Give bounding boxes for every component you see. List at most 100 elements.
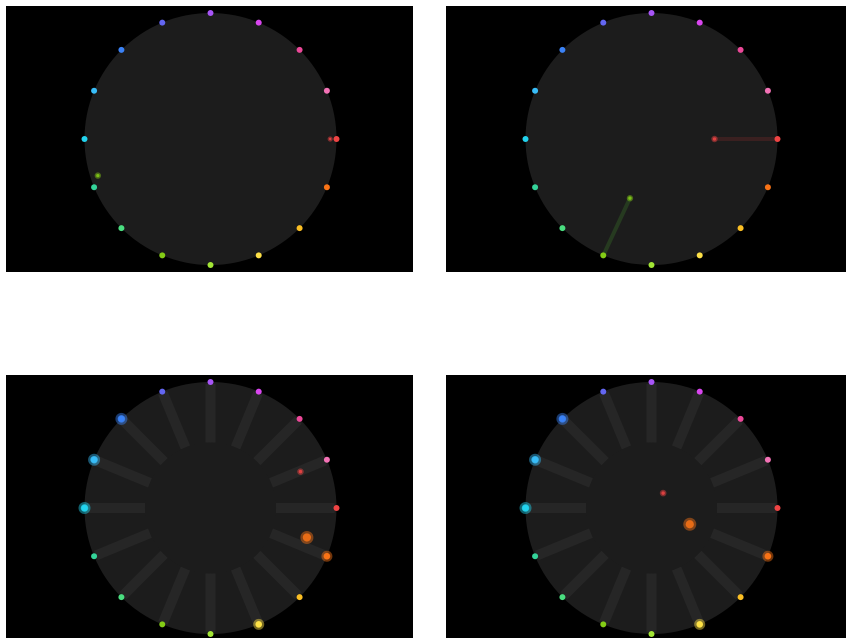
spoke: [269, 528, 328, 561]
spoke: [694, 416, 743, 466]
spoke: [671, 391, 704, 450]
spoke: [93, 455, 152, 488]
ring-node: [323, 87, 330, 94]
ring-node: [600, 19, 607, 26]
particle: [255, 621, 263, 628]
ring-node: [91, 87, 98, 94]
ring-node: [648, 262, 655, 268]
ring-node: [737, 225, 744, 232]
particle: [80, 504, 89, 512]
ring-node: [159, 252, 166, 259]
ring-node: [207, 379, 214, 385]
visualization-panel-2: [446, 6, 846, 272]
ring-node: [91, 553, 98, 560]
particle: [117, 415, 126, 423]
ring-node: [159, 19, 166, 26]
spoke: [158, 391, 191, 450]
ring-node: [159, 388, 166, 395]
spoke: [560, 550, 609, 600]
ring-node: [559, 225, 566, 232]
spoke: [230, 391, 263, 450]
particle: [764, 552, 772, 560]
hub: [144, 442, 277, 574]
spoke: [534, 455, 593, 488]
hub: [585, 442, 718, 574]
spoke: [710, 455, 769, 488]
particle: [521, 504, 530, 512]
ring-node: [333, 505, 340, 511]
visualization-panel-1: [6, 6, 413, 272]
ring-disc: [525, 13, 778, 265]
ring-node: [296, 46, 303, 53]
spoke: [694, 550, 743, 600]
ring-node: [296, 225, 303, 232]
ring-node: [207, 262, 214, 268]
ring-node: [737, 46, 744, 53]
ring-canvas-3: [78, 379, 340, 637]
ring-node: [696, 19, 703, 26]
ring-node: [737, 594, 744, 601]
spoke: [269, 455, 328, 488]
ring-node: [532, 553, 539, 560]
ring-canvas-4: [519, 379, 781, 637]
particle: [558, 415, 567, 423]
ring-node: [296, 594, 303, 601]
spoke: [93, 528, 152, 561]
ring-node: [333, 136, 340, 142]
particle: [628, 196, 632, 200]
spoke: [253, 550, 302, 600]
particle: [90, 456, 98, 464]
ring-node: [764, 456, 771, 463]
spoke: [230, 566, 263, 625]
ring-node: [600, 388, 607, 395]
particle: [661, 491, 665, 495]
ring-node: [774, 136, 781, 142]
particle: [298, 469, 303, 474]
particle: [712, 137, 717, 141]
particle: [696, 621, 704, 628]
ring-node: [532, 184, 539, 191]
spoke: [253, 416, 302, 466]
ring-node: [696, 252, 703, 259]
ring-node: [532, 87, 539, 94]
spoke: [534, 528, 593, 561]
spoke: [119, 416, 168, 466]
particle: [329, 137, 332, 141]
ring-node: [81, 136, 88, 142]
ring-node: [323, 184, 330, 191]
ring-node: [118, 225, 125, 232]
spoke: [710, 528, 769, 561]
ring-node: [207, 631, 214, 637]
ring-node: [159, 621, 166, 628]
spoke: [560, 416, 609, 466]
ring-node: [648, 379, 655, 385]
ring-node: [118, 594, 125, 601]
ring-node: [696, 388, 703, 395]
particle-trail: [601, 196, 632, 258]
visualization-panel-3: [6, 375, 413, 638]
ring-node: [559, 46, 566, 53]
particle: [96, 173, 100, 178]
ring-canvas-1: [81, 10, 340, 268]
ring-node: [774, 505, 781, 511]
spoke: [599, 566, 632, 625]
ring-node: [559, 594, 566, 601]
particle: [685, 520, 694, 529]
ring-node: [522, 136, 529, 142]
ring-node: [296, 415, 303, 422]
particle: [302, 533, 312, 542]
spoke: [671, 566, 704, 625]
ring-node: [91, 184, 98, 191]
spoke: [599, 391, 632, 450]
ring-node: [255, 19, 262, 26]
ring-node: [737, 415, 744, 422]
ring-node: [118, 46, 125, 53]
ring-disc: [84, 13, 337, 265]
ring-node: [764, 87, 771, 94]
ring-canvas-2: [522, 10, 781, 268]
ring-node: [600, 621, 607, 628]
ring-node: [764, 184, 771, 191]
ring-node: [255, 252, 262, 259]
particle: [323, 552, 331, 560]
ring-node: [255, 388, 262, 395]
